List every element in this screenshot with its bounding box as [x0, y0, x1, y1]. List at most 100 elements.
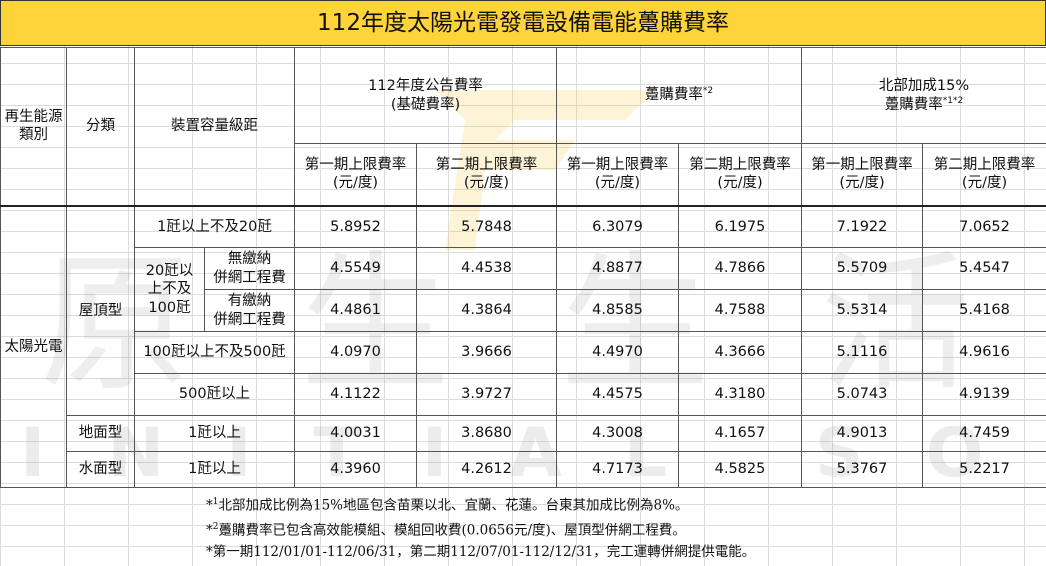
capacity-cell: 1瓩以上不及20瓩 [134, 204, 295, 248]
rate-cell: 4.2612 [416, 451, 557, 488]
category-roof: 屋頂型 [66, 204, 135, 416]
table-row: 有繳納 併網工程費 4.4861 4.3864 4.8585 4.7588 5.… [1, 289, 1046, 332]
subcategory-line: 併網工程費 [213, 269, 286, 286]
header-capacity: 裝置容量級距 [134, 47, 295, 206]
page-title: 112年度太陽光電發電設備電能躉購費率 [0, 0, 1046, 46]
rate-cell: 5.5709 [801, 247, 924, 290]
unit-label: (元/度) [463, 175, 510, 192]
rate-cell: 4.5825 [677, 451, 803, 488]
rate-cell: 3.9666 [416, 331, 557, 374]
rate-cell: 4.8877 [556, 247, 679, 290]
capacity-cell: 500瓩以上 [134, 373, 295, 416]
rate-cell: 4.0970 [294, 331, 417, 374]
rate-cell: 4.3864 [416, 289, 557, 332]
table-row: 20瓩以 上不及 100瓩 無繳納 併網工程費 4.5549 4.4538 4.… [1, 247, 1046, 332]
phase1-label: 第一期上限費率 [811, 157, 913, 174]
header-announced-line1: 112年度公告費率 [368, 78, 483, 95]
phase2-label: 第二期上限費率 [435, 157, 538, 174]
footnote-marker: * [206, 522, 213, 539]
footnote: *2躉購費率已包含高效能模組、模組回收費(0.0656元/度)、屋頂型併網工程費… [200, 515, 1000, 540]
rate-cell: 5.8952 [294, 204, 417, 248]
header-purchase-rate: 躉購費率*2 [555, 47, 803, 144]
rate-cell: 4.5549 [294, 247, 417, 290]
header-phase2-announced: 第二期上限費率 (元/度) [416, 143, 557, 206]
footnote-sup: 2 [212, 522, 219, 532]
rate-cell: 4.9139 [922, 373, 1046, 416]
rate-cell: 4.7866 [677, 247, 803, 290]
header-announced-rate: 112年度公告費率 (基礎費率) [294, 47, 557, 144]
rate-cell: 4.3960 [294, 451, 417, 488]
header-source: 再生能源類別 [0, 47, 67, 206]
header-north-rate: 北部加成15% 躉購費率*1*2 [801, 47, 1046, 144]
footnote-sup: 1 [212, 497, 219, 507]
rate-cell: 4.7588 [677, 289, 803, 332]
category-water: 水面型 [66, 451, 135, 488]
footnote: *1北部加成比例為15%地區包含苗栗以北、宜蘭、花蓮。台東其加成比例為8%。 [200, 490, 1000, 515]
rate-cell: 3.9727 [416, 373, 557, 416]
capacity-line: 100瓩 [148, 299, 191, 316]
rate-cell: 4.1657 [677, 415, 803, 452]
rate-cell: 4.4861 [294, 289, 417, 332]
unit-label: (元/度) [961, 175, 1008, 192]
table-row: 水面型 1瓩以上 4.3960 4.2612 4.7173 4.5825 5.3… [1, 451, 1046, 488]
subcategory-line: 併網工程費 [213, 311, 286, 328]
rate-cell: 4.9616 [922, 331, 1046, 374]
unit-label: (元/度) [717, 175, 763, 192]
rate-cell: 4.4970 [556, 331, 679, 374]
header-phase1-north: 第一期上限費率 (元/度) [801, 143, 924, 206]
header-purchase-label: 躉購費率 [644, 87, 703, 104]
rate-cell: 4.3180 [677, 373, 803, 416]
rate-cell: 4.7459 [922, 415, 1046, 452]
subcategory-line: 無繳納 [227, 251, 272, 268]
table-row: 500瓩以上 4.1122 3.9727 4.4575 4.3180 5.074… [1, 373, 1046, 416]
header-announced-line2: (基礎費率) [390, 96, 461, 113]
footnote: *第一期112/01/01-112/06/31，第二期112/07/01-112… [200, 540, 1000, 565]
footnote-marker: * [206, 497, 213, 514]
rate-cell: 3.8680 [416, 415, 557, 452]
rate-cell: 4.8585 [556, 289, 679, 332]
rate-cell: 6.1975 [677, 204, 803, 248]
rate-cell: 4.3008 [556, 415, 679, 452]
phase1-label: 第一期上限費率 [566, 157, 669, 174]
rate-cell: 4.4575 [556, 373, 679, 416]
capacity-line: 20瓩以 [145, 263, 194, 280]
footnote-text: 北部加成比例為15%地區包含苗栗以北、宜蘭、花蓮。台東其加成比例為8%。 [218, 497, 689, 514]
footnote-text: 躉購費率已包含高效能模組、模組回收費(0.0656元/度)、屋頂型併網工程費。 [218, 522, 686, 539]
subcategory-fee: 有繳納 併網工程費 [204, 289, 295, 332]
rate-cell: 5.2217 [922, 451, 1046, 488]
capacity-20-100: 20瓩以 上不及 100瓩 [134, 247, 205, 332]
rate-cell: 5.4547 [922, 247, 1046, 290]
rate-table: 再生能源類別 分類 裝置容量級距 112年度公告費率 (基礎費率) 躉購費率*2… [0, 47, 1046, 488]
subcategory-line: 有繳納 [227, 293, 272, 310]
capacity-line: 上不及 [147, 281, 192, 298]
footnote-text: *第一期112/01/01-112/06/31，第二期112/07/01-112… [206, 544, 756, 560]
rate-cell: 4.0031 [294, 415, 417, 452]
capacity-cell: 1瓩以上 [134, 415, 295, 452]
header-purchase-sup: *2 [702, 86, 714, 97]
rate-cell: 4.7173 [556, 451, 679, 488]
unit-label: (元/度) [332, 175, 379, 192]
category-ground: 地面型 [66, 415, 135, 452]
capacity-cell: 100瓩以上不及500瓩 [134, 331, 295, 374]
rate-cell: 4.3666 [677, 331, 803, 374]
unit-label: (元/度) [839, 175, 885, 192]
capacity-cell: 1瓩以上 [134, 451, 295, 488]
rate-cell: 4.4538 [416, 247, 557, 290]
phase2-label: 第二期上限費率 [689, 157, 791, 174]
header-phase1-announced: 第一期上限費率 (元/度) [294, 143, 417, 206]
header-north-line1: 北部加成15% [878, 78, 970, 95]
subcategory-no-fee: 無繳納 併網工程費 [204, 247, 295, 290]
rate-cell: 4.9013 [801, 415, 924, 452]
table-row: 地面型 1瓩以上 4.0031 3.8680 4.3008 4.1657 4.9… [1, 415, 1046, 452]
phase1-label: 第一期上限費率 [304, 157, 407, 174]
header-phase2-north: 第二期上限費率 (元/度) [922, 143, 1046, 206]
header-north-sup: *1*2 [942, 95, 964, 106]
rate-cell: 5.0743 [801, 373, 924, 416]
rate-cell: 5.7848 [416, 204, 557, 248]
unit-label: (元/度) [594, 175, 641, 192]
rate-cell: 4.1122 [294, 373, 417, 416]
rate-cell: 7.0652 [922, 204, 1046, 248]
rate-cell: 5.1116 [801, 331, 924, 374]
source-solar: 太陽光電 [0, 204, 67, 488]
header-north-line2: 躉購費率 [884, 96, 943, 113]
